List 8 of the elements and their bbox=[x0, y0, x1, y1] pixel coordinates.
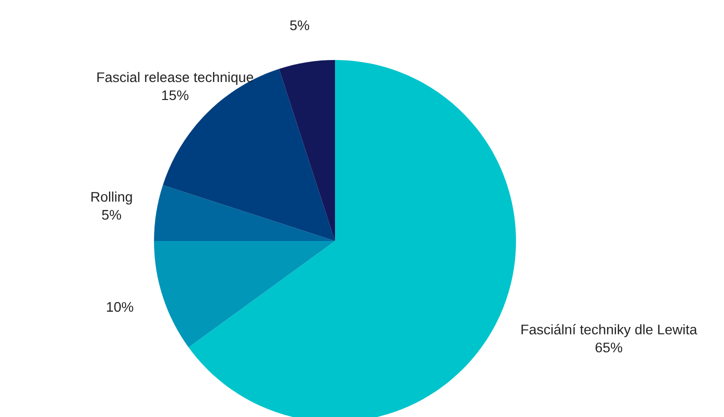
slice-label: Fasciální techniky dle Lewita bbox=[522, 324, 698, 338]
data-label: 65% bbox=[596, 342, 622, 352]
data-label: 10% bbox=[106, 302, 134, 312]
slice-label: Rolling bbox=[91, 192, 132, 205]
data-label: 15% bbox=[162, 90, 188, 100]
slice-label: Fascial release technique bbox=[97, 72, 254, 85]
data-label: 5% bbox=[102, 210, 122, 220]
data-label: 5% bbox=[290, 20, 310, 30]
